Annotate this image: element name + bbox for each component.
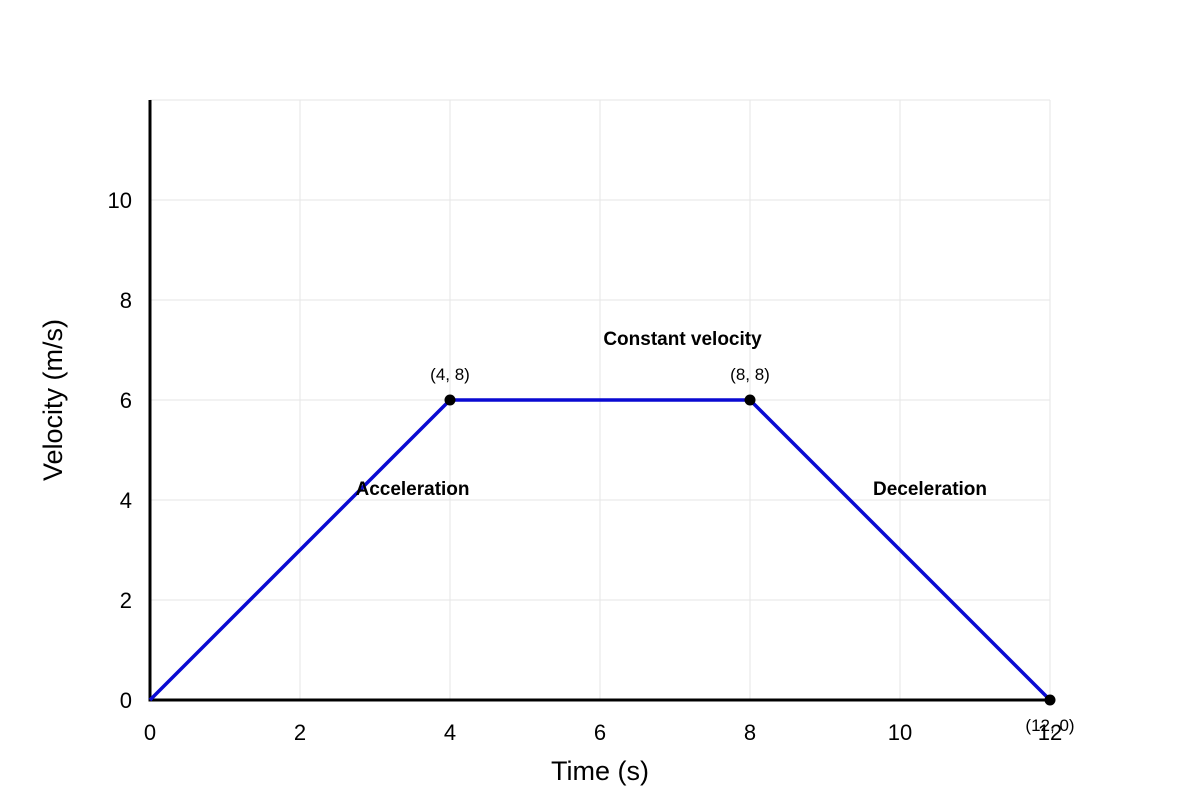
y-tick-label: 4 — [120, 488, 132, 513]
x-tick-label: 0 — [144, 720, 156, 745]
point-label: (12, 0) — [1025, 716, 1074, 735]
y-tick-label: 2 — [120, 588, 132, 613]
data-points: (4, 8) (8, 8) (12, 0) — [430, 365, 1074, 735]
data-point — [1044, 694, 1056, 706]
x-tick-label: 10 — [888, 720, 912, 745]
x-tick-label: 8 — [744, 720, 756, 745]
annotations: Acceleration Constant velocity Deceleratio… — [355, 329, 987, 500]
annotation-label: Deceleration — [873, 479, 987, 500]
data-point — [444, 394, 456, 406]
tick-labels: 0 2 4 6 8 10 12 0 2 4 6 8 10 — [108, 188, 1063, 745]
axes — [148, 100, 1050, 702]
series — [148, 398, 1052, 702]
data-point — [744, 394, 756, 406]
y-tick-label: 6 — [120, 388, 132, 413]
annotation-label: Acceleration — [355, 479, 469, 500]
y-tick-label: 0 — [120, 688, 132, 713]
x-tick-label: 12 — [1038, 720, 1062, 745]
x-tick-label: 6 — [594, 720, 606, 745]
y-tick-label: 8 — [120, 288, 132, 313]
x-axis-title: Time (s) — [551, 756, 649, 786]
y-tick-label: 10 — [108, 188, 132, 213]
x-tick-label: 2 — [294, 720, 306, 745]
point-label: (8, 8) — [730, 365, 770, 384]
point-label: (4, 8) — [430, 365, 470, 384]
y-axis-title: Velocity (m/s) — [38, 319, 68, 481]
annotation-label: Constant velocity — [603, 329, 762, 350]
x-tick-label: 4 — [444, 720, 456, 745]
velocity-line — [148, 398, 1052, 702]
